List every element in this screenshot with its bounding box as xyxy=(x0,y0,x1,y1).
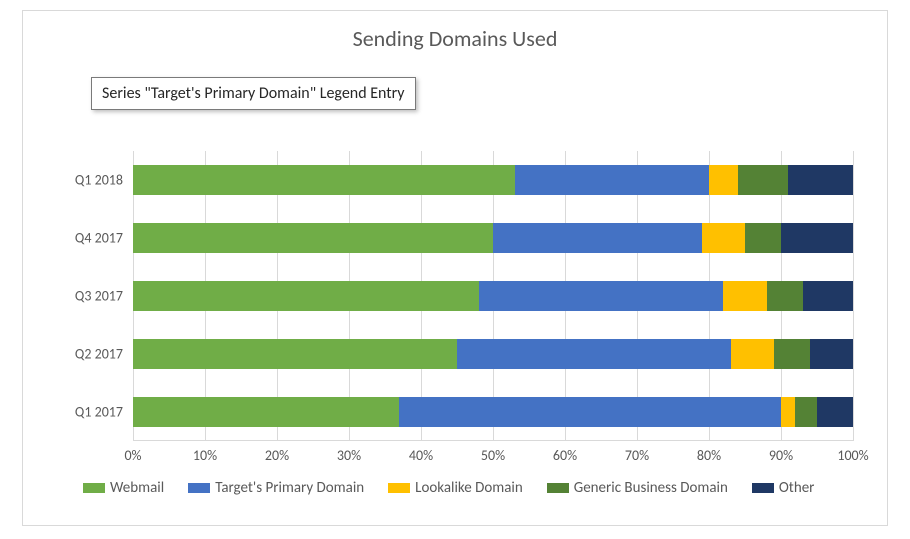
legend-label: Other xyxy=(779,479,815,497)
legend-entry-tooltip: Series "Target's Primary Domain" Legend … xyxy=(91,77,416,110)
y-category-label: Q4 2017 xyxy=(53,230,123,247)
x-tick-label: 30% xyxy=(337,447,361,464)
bar-segment[interactable] xyxy=(479,281,724,311)
x-tick-label: 20% xyxy=(265,447,289,464)
x-tick-label: 90% xyxy=(769,447,793,464)
legend-swatch xyxy=(752,483,774,493)
bar-segment[interactable] xyxy=(745,223,781,253)
x-tick-label: 70% xyxy=(625,447,649,464)
bar-segment[interactable] xyxy=(803,281,853,311)
bar-row xyxy=(133,281,853,311)
bar-segment[interactable] xyxy=(738,165,788,195)
bar-segment[interactable] xyxy=(457,339,731,369)
legend-swatch xyxy=(547,483,569,493)
bar-row xyxy=(133,223,853,253)
x-tick-label: 60% xyxy=(553,447,577,464)
x-tick-label: 0% xyxy=(124,447,141,464)
bar-segment[interactable] xyxy=(731,339,774,369)
bar-segment[interactable] xyxy=(702,223,745,253)
bar-segment[interactable] xyxy=(723,281,766,311)
y-category-label: Q1 2017 xyxy=(53,404,123,421)
x-tick-label: 10% xyxy=(193,447,217,464)
x-axis-labels: 0%10%20%30%40%50%60%70%80%90%100% xyxy=(133,447,853,467)
legend[interactable]: Webmail Target's Primary Domain Lookalike … xyxy=(83,479,873,499)
bar-segment[interactable] xyxy=(781,223,853,253)
legend-label: Target's Primary Domain xyxy=(215,479,364,497)
y-category-label: Q1 2018 xyxy=(53,172,123,189)
legend-swatch xyxy=(388,483,410,493)
bar-segment[interactable] xyxy=(795,397,817,427)
legend-label: Lookalike Domain xyxy=(415,479,523,497)
bar-row xyxy=(133,165,853,195)
legend-item[interactable]: Target's Primary Domain xyxy=(188,479,364,497)
legend-swatch xyxy=(188,483,210,493)
legend-item[interactable]: Lookalike Domain xyxy=(388,479,523,497)
bar-segment[interactable] xyxy=(781,397,795,427)
chart-title: Sending Domains Used xyxy=(23,25,887,52)
legend-item[interactable]: Webmail xyxy=(83,479,164,497)
bar-segment[interactable] xyxy=(788,165,853,195)
bar-segment[interactable] xyxy=(709,165,738,195)
y-category-label: Q3 2017 xyxy=(53,288,123,305)
legend-label: Webmail xyxy=(110,479,164,497)
bar-segment[interactable] xyxy=(774,339,810,369)
x-tick-label: 80% xyxy=(697,447,721,464)
bar-segment[interactable] xyxy=(133,397,399,427)
bar-segment[interactable] xyxy=(399,397,781,427)
bar-segment[interactable] xyxy=(810,339,853,369)
x-tick-label: 100% xyxy=(837,447,868,464)
bar-segment[interactable] xyxy=(515,165,709,195)
x-axis-line xyxy=(133,440,853,441)
x-tick-label: 40% xyxy=(409,447,433,464)
legend-label: Generic Business Domain xyxy=(574,479,728,497)
legend-swatch xyxy=(83,483,105,493)
bar-segment[interactable] xyxy=(133,281,479,311)
bar-segment[interactable] xyxy=(133,165,515,195)
legend-item[interactable]: Generic Business Domain xyxy=(547,479,728,497)
bar-segment[interactable] xyxy=(493,223,702,253)
x-tick-label: 50% xyxy=(481,447,505,464)
legend-item[interactable]: Other xyxy=(752,479,815,497)
bar-segment[interactable] xyxy=(133,339,457,369)
bar-series xyxy=(133,151,853,441)
y-axis-labels: Q1 2018 Q4 2017 Q3 2017 Q2 2017 Q1 2017 xyxy=(53,151,123,441)
plot-area xyxy=(133,151,853,441)
gridline xyxy=(853,151,854,441)
bar-segment[interactable] xyxy=(133,223,493,253)
chart-container: Sending Domains Used Series "Target's Pr… xyxy=(22,10,888,526)
bar-row xyxy=(133,339,853,369)
bar-segment[interactable] xyxy=(817,397,853,427)
y-category-label: Q2 2017 xyxy=(53,346,123,363)
bar-row xyxy=(133,397,853,427)
bar-segment[interactable] xyxy=(767,281,803,311)
